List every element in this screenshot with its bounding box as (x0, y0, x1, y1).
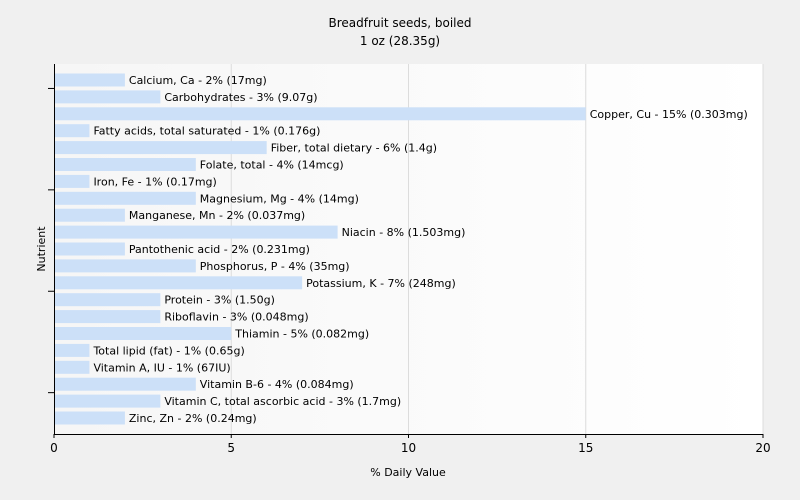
bar-label: Fiber, total dietary - 6% (1.4g) (271, 142, 437, 155)
x-tick-label: 10 (401, 441, 416, 455)
x-tick-label: 0 (50, 441, 58, 455)
bar-label: Magnesium, Mg - 4% (14mg) (200, 192, 359, 205)
bar (55, 191, 196, 205)
bar (55, 360, 90, 374)
bar-label: Folate, total - 4% (14mcg) (200, 159, 344, 172)
bar (55, 310, 161, 324)
bar (55, 411, 125, 425)
bar-label: Phosphorus, P - 4% (35mg) (200, 260, 350, 273)
bar-label: Zinc, Zn - 2% (0.24mg) (129, 412, 257, 425)
bar (55, 276, 303, 290)
bars: Calcium, Ca - 2% (17mg) Carbohydrates - 3… (55, 73, 748, 425)
bar-label: Niacin - 8% (1.503mg) (342, 226, 466, 239)
bar-label: Carbohydrates - 3% (9.07g) (164, 91, 317, 104)
bar-label: Manganese, Mn - 2% (0.037mg) (129, 209, 305, 222)
chart-title: Breadfruit seeds, boiled (328, 16, 471, 30)
bar (55, 107, 586, 121)
bar-label: Iron, Fe - 1% (0.17mg) (93, 175, 216, 188)
bar-label: Vitamin B-6 - 4% (0.084mg) (200, 378, 354, 391)
x-tick-label: 5 (227, 441, 235, 455)
bar-label: Total lipid (fat) - 1% (0.65g) (92, 344, 244, 357)
bar (55, 377, 196, 391)
bar (55, 242, 125, 256)
grid-lines (230, 64, 764, 434)
bar-label: Vitamin A, IU - 1% (67IU) (93, 361, 230, 374)
bar (55, 293, 161, 307)
bar (55, 259, 196, 273)
chart-subtitle: 1 oz (28.35g) (360, 34, 440, 48)
y-axis-title: Nutrient (35, 226, 48, 272)
bar (55, 73, 125, 87)
bar (55, 208, 125, 222)
x-tick-label: 15 (578, 441, 593, 455)
bar-label: Copper, Cu - 15% (0.303mg) (590, 108, 748, 121)
bar-label: Protein - 3% (1.50g) (164, 294, 275, 307)
bar (55, 90, 161, 104)
axes: 0 5 10 15 20 (48, 64, 771, 455)
bar (55, 124, 90, 138)
bar-label: Pantothenic acid - 2% (0.231mg) (129, 243, 310, 256)
bar-label: Riboflavin - 3% (0.048mg) (164, 311, 308, 324)
bar (55, 141, 267, 155)
bar (55, 327, 232, 340)
x-axis-title: % Daily Value (370, 466, 446, 479)
bar-label: Thiamin - 5% (0.082mg) (234, 328, 369, 341)
bar (55, 158, 196, 171)
bar (55, 174, 90, 188)
bar-label: Vitamin C, total ascorbic acid - 3% (1.7… (164, 395, 401, 408)
bar-label: Calcium, Ca - 2% (17mg) (129, 74, 267, 87)
x-tick-label: 20 (755, 441, 770, 455)
bar (55, 225, 338, 239)
bar-label: Potassium, K - 7% (248mg) (306, 277, 456, 290)
bar (55, 394, 161, 408)
bar-label: Fatty acids, total saturated - 1% (0.176… (93, 125, 320, 138)
bar (55, 343, 90, 357)
